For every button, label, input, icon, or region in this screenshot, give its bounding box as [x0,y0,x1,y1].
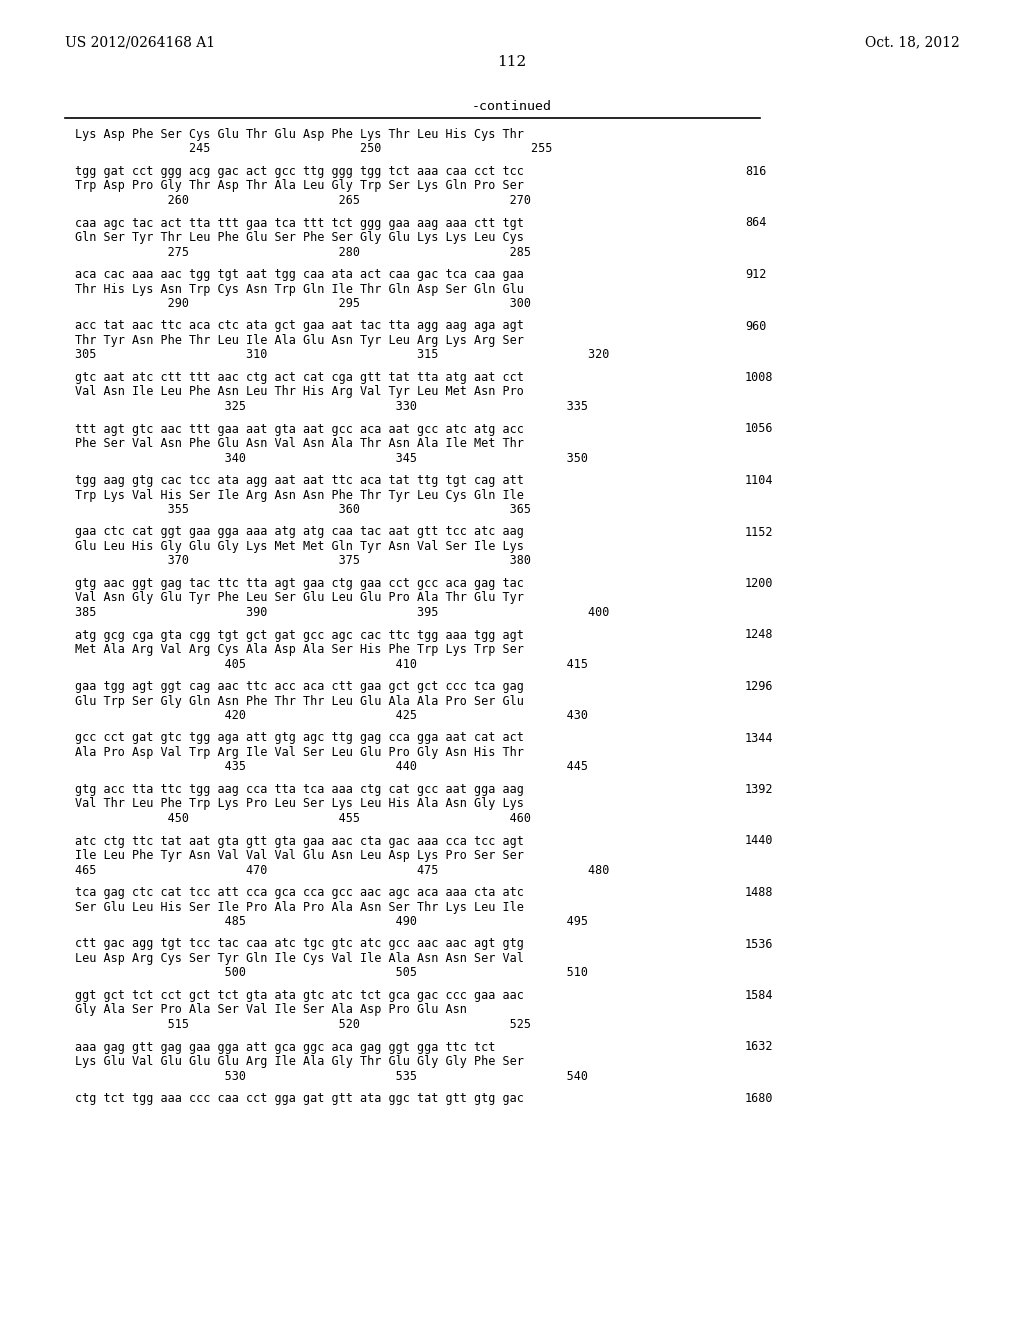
Text: 864: 864 [745,216,766,230]
Text: 485                     490                     495: 485 490 495 [75,915,588,928]
Text: 290                     295                     300: 290 295 300 [75,297,531,310]
Text: Phe Ser Val Asn Phe Glu Asn Val Asn Ala Thr Asn Ala Ile Met Thr: Phe Ser Val Asn Phe Glu Asn Val Asn Ala … [75,437,524,450]
Text: 1584: 1584 [745,989,773,1002]
Text: 1632: 1632 [745,1040,773,1053]
Text: Val Thr Leu Phe Trp Lys Pro Leu Ser Lys Leu His Ala Asn Gly Lys: Val Thr Leu Phe Trp Lys Pro Leu Ser Lys … [75,797,524,810]
Text: 355                     360                     365: 355 360 365 [75,503,531,516]
Text: -continued: -continued [472,100,552,114]
Text: 1392: 1392 [745,783,773,796]
Text: Lys Asp Phe Ser Cys Glu Thr Glu Asp Phe Lys Thr Leu His Cys Thr: Lys Asp Phe Ser Cys Glu Thr Glu Asp Phe … [75,128,524,141]
Text: Lys Glu Val Glu Glu Glu Arg Ile Ala Gly Thr Glu Gly Gly Phe Ser: Lys Glu Val Glu Glu Glu Arg Ile Ala Gly … [75,1055,524,1068]
Text: Ser Glu Leu His Ser Ile Pro Ala Pro Ala Asn Ser Thr Lys Leu Ile: Ser Glu Leu His Ser Ile Pro Ala Pro Ala … [75,900,524,913]
Text: 435                     440                     445: 435 440 445 [75,760,588,774]
Text: 816: 816 [745,165,766,178]
Text: 1536: 1536 [745,937,773,950]
Text: 325                     330                     335: 325 330 335 [75,400,588,413]
Text: 385                     390                     395                     400: 385 390 395 400 [75,606,609,619]
Text: 305                     310                     315                     320: 305 310 315 320 [75,348,609,362]
Text: Ala Pro Asp Val Trp Arg Ile Val Ser Leu Glu Pro Gly Asn His Thr: Ala Pro Asp Val Trp Arg Ile Val Ser Leu … [75,746,524,759]
Text: US 2012/0264168 A1: US 2012/0264168 A1 [65,36,215,49]
Text: tca gag ctc cat tcc att cca gca cca gcc aac agc aca aaa cta atc: tca gag ctc cat tcc att cca gca cca gcc … [75,886,524,899]
Text: Leu Asp Arg Cys Ser Tyr Gln Ile Cys Val Ile Ala Asn Asn Ser Val: Leu Asp Arg Cys Ser Tyr Gln Ile Cys Val … [75,952,524,965]
Text: 370                     375                     380: 370 375 380 [75,554,531,568]
Text: 530                     535                     540: 530 535 540 [75,1069,588,1082]
Text: 500                     505                     510: 500 505 510 [75,966,588,979]
Text: atc ctg ttc tat aat gta gtt gta gaa aac cta gac aaa cca tcc agt: atc ctg ttc tat aat gta gtt gta gaa aac … [75,834,524,847]
Text: Gly Ala Ser Pro Ala Ser Val Ile Ser Ala Asp Pro Glu Asn: Gly Ala Ser Pro Ala Ser Val Ile Ser Ala … [75,1003,467,1016]
Text: Met Ala Arg Val Arg Cys Ala Asp Ala Ser His Phe Trp Lys Trp Ser: Met Ala Arg Val Arg Cys Ala Asp Ala Ser … [75,643,524,656]
Text: 450                     455                     460: 450 455 460 [75,812,531,825]
Text: Gln Ser Tyr Thr Leu Phe Glu Ser Phe Ser Gly Glu Lys Lys Leu Cys: Gln Ser Tyr Thr Leu Phe Glu Ser Phe Ser … [75,231,524,244]
Text: ctt gac agg tgt tcc tac caa atc tgc gtc atc gcc aac aac agt gtg: ctt gac agg tgt tcc tac caa atc tgc gtc … [75,937,524,950]
Text: 420                     425                     430: 420 425 430 [75,709,588,722]
Text: Trp Lys Val His Ser Ile Arg Asn Asn Phe Thr Tyr Leu Cys Gln Ile: Trp Lys Val His Ser Ile Arg Asn Asn Phe … [75,488,524,502]
Text: 275                     280                     285: 275 280 285 [75,246,531,259]
Text: 1296: 1296 [745,680,773,693]
Text: tgg aag gtg cac tcc ata agg aat aat ttc aca tat ttg tgt cag att: tgg aag gtg cac tcc ata agg aat aat ttc … [75,474,524,487]
Text: gaa ctc cat ggt gaa gga aaa atg atg caa tac aat gtt tcc atc aag: gaa ctc cat ggt gaa gga aaa atg atg caa … [75,525,524,539]
Text: Val Asn Ile Leu Phe Asn Leu Thr His Arg Val Tyr Leu Met Asn Pro: Val Asn Ile Leu Phe Asn Leu Thr His Arg … [75,385,524,399]
Text: 1344: 1344 [745,731,773,744]
Text: tgg gat cct ggg acg gac act gcc ttg ggg tgg tct aaa caa cct tcc: tgg gat cct ggg acg gac act gcc ttg ggg … [75,165,524,178]
Text: Ile Leu Phe Tyr Asn Val Val Val Glu Asn Leu Asp Lys Pro Ser Ser: Ile Leu Phe Tyr Asn Val Val Val Glu Asn … [75,849,524,862]
Text: ctg tct tgg aaa ccc caa cct gga gat gtt ata ggc tat gtt gtg gac: ctg tct tgg aaa ccc caa cct gga gat gtt … [75,1092,524,1105]
Text: aaa gag gtt gag gaa gga att gca ggc aca gag ggt gga ttc tct: aaa gag gtt gag gaa gga att gca ggc aca … [75,1040,496,1053]
Text: gtg aac ggt gag tac ttc tta agt gaa ctg gaa cct gcc aca gag tac: gtg aac ggt gag tac ttc tta agt gaa ctg … [75,577,524,590]
Text: 1248: 1248 [745,628,773,642]
Text: 1440: 1440 [745,834,773,847]
Text: Glu Trp Ser Gly Gln Asn Phe Thr Thr Leu Glu Ala Ala Pro Ser Glu: Glu Trp Ser Gly Gln Asn Phe Thr Thr Leu … [75,694,524,708]
Text: Oct. 18, 2012: Oct. 18, 2012 [865,36,961,49]
Text: gaa tgg agt ggt cag aac ttc acc aca ctt gaa gct gct ccc tca gag: gaa tgg agt ggt cag aac ttc acc aca ctt … [75,680,524,693]
Text: caa agc tac act tta ttt gaa tca ttt tct ggg gaa aag aaa ctt tgt: caa agc tac act tta ttt gaa tca ttt tct … [75,216,524,230]
Text: gcc cct gat gtc tgg aga att gtg agc ttg gag cca gga aat cat act: gcc cct gat gtc tgg aga att gtg agc ttg … [75,731,524,744]
Text: 1008: 1008 [745,371,773,384]
Text: 960: 960 [745,319,766,333]
Text: 912: 912 [745,268,766,281]
Text: ggt gct tct cct gct tct gta ata gtc atc tct gca gac ccc gaa aac: ggt gct tct cct gct tct gta ata gtc atc … [75,989,524,1002]
Text: gtc aat atc ctt ttt aac ctg act cat cga gtt tat tta atg aat cct: gtc aat atc ctt ttt aac ctg act cat cga … [75,371,524,384]
Text: atg gcg cga gta cgg tgt gct gat gcc agc cac ttc tgg aaa tgg agt: atg gcg cga gta cgg tgt gct gat gcc agc … [75,628,524,642]
Text: 245                     250                     255: 245 250 255 [75,143,552,156]
Text: Val Asn Gly Glu Tyr Phe Leu Ser Glu Leu Glu Pro Ala Thr Glu Tyr: Val Asn Gly Glu Tyr Phe Leu Ser Glu Leu … [75,591,524,605]
Text: Glu Leu His Gly Glu Gly Lys Met Met Gln Tyr Asn Val Ser Ile Lys: Glu Leu His Gly Glu Gly Lys Met Met Gln … [75,540,524,553]
Text: 1056: 1056 [745,422,773,436]
Text: gtg acc tta ttc tgg aag cca tta tca aaa ctg cat gcc aat gga aag: gtg acc tta ttc tgg aag cca tta tca aaa … [75,783,524,796]
Text: acc tat aac ttc aca ctc ata gct gaa aat tac tta agg aag aga agt: acc tat aac ttc aca ctc ata gct gaa aat … [75,319,524,333]
Text: 465                     470                     475                     480: 465 470 475 480 [75,863,609,876]
Text: 260                     265                     270: 260 265 270 [75,194,531,207]
Text: 405                     410                     415: 405 410 415 [75,657,588,671]
Text: 1200: 1200 [745,577,773,590]
Text: ttt agt gtc aac ttt gaa aat gta aat gcc aca aat gcc atc atg acc: ttt agt gtc aac ttt gaa aat gta aat gcc … [75,422,524,436]
Text: 340                     345                     350: 340 345 350 [75,451,588,465]
Text: 1104: 1104 [745,474,773,487]
Text: 515                     520                     525: 515 520 525 [75,1018,531,1031]
Text: aca cac aaa aac tgg tgt aat tgg caa ata act caa gac tca caa gaa: aca cac aaa aac tgg tgt aat tgg caa ata … [75,268,524,281]
Text: 1488: 1488 [745,886,773,899]
Text: Thr His Lys Asn Trp Cys Asn Trp Gln Ile Thr Gln Asp Ser Gln Glu: Thr His Lys Asn Trp Cys Asn Trp Gln Ile … [75,282,524,296]
Text: 112: 112 [498,55,526,69]
Text: Trp Asp Pro Gly Thr Asp Thr Ala Leu Gly Trp Ser Lys Gln Pro Ser: Trp Asp Pro Gly Thr Asp Thr Ala Leu Gly … [75,180,524,193]
Text: 1152: 1152 [745,525,773,539]
Text: Thr Tyr Asn Phe Thr Leu Ile Ala Glu Asn Tyr Leu Arg Lys Arg Ser: Thr Tyr Asn Phe Thr Leu Ile Ala Glu Asn … [75,334,524,347]
Text: 1680: 1680 [745,1092,773,1105]
